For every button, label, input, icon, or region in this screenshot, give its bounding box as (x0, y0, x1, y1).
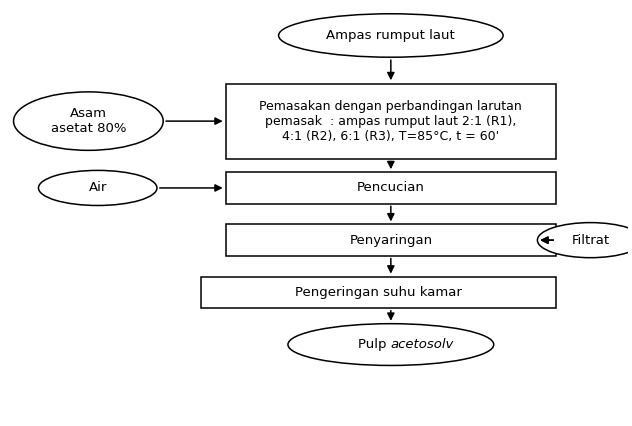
Text: Ampas rumput laut: Ampas rumput laut (327, 29, 455, 42)
Bar (226, 83, 556, 159)
Text: acetosolv: acetosolv (391, 338, 454, 351)
Ellipse shape (279, 14, 503, 57)
Ellipse shape (13, 92, 163, 150)
Text: Filtrat: Filtrat (571, 233, 609, 247)
Text: Pulp: Pulp (358, 338, 391, 351)
Text: Penyaringan: Penyaringan (349, 233, 432, 247)
Ellipse shape (288, 324, 494, 366)
Text: Pengeringan suhu kamar: Pengeringan suhu kamar (295, 286, 462, 299)
Ellipse shape (537, 223, 632, 258)
Ellipse shape (39, 170, 157, 205)
Text: Pencucian: Pencucian (357, 181, 425, 194)
Text: Air: Air (88, 181, 107, 194)
Bar (226, 172, 556, 204)
Text: Pemasakan dengan perbandingan larutan
pemasak  : ampas rumput laut 2:1 (R1),
4:1: Pemasakan dengan perbandingan larutan pe… (260, 100, 522, 143)
Text: Asam
asetat 80%: Asam asetat 80% (51, 107, 126, 135)
Bar (226, 225, 556, 256)
Bar (200, 277, 556, 308)
